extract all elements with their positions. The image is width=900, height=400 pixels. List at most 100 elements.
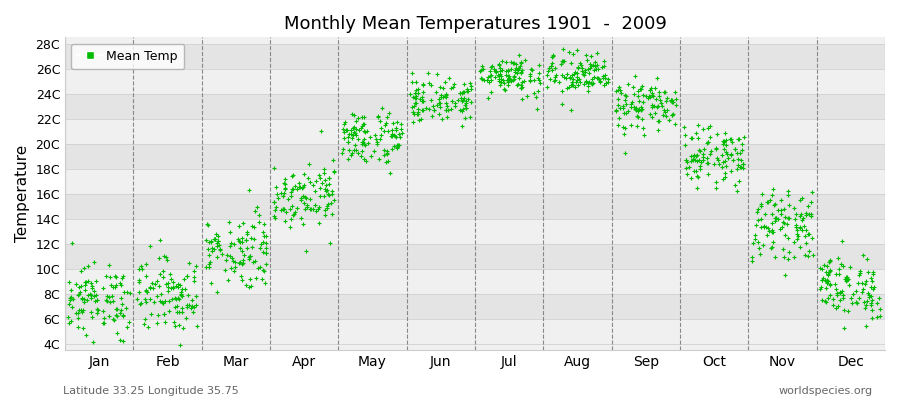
Point <box>850 300 864 306</box>
Point <box>442 75 456 82</box>
Point <box>258 245 273 252</box>
Point <box>69 281 84 287</box>
Point <box>356 128 371 135</box>
Point <box>235 260 249 267</box>
Point <box>114 275 129 282</box>
Point <box>529 94 544 100</box>
Point <box>589 66 603 72</box>
Point <box>302 161 316 167</box>
Point <box>120 288 134 295</box>
Point <box>284 188 298 195</box>
Point <box>628 73 643 80</box>
Point <box>355 138 369 145</box>
Point <box>502 74 517 81</box>
Point <box>687 153 701 160</box>
Point <box>581 79 596 86</box>
Point <box>188 292 202 299</box>
Point <box>199 237 213 243</box>
Point <box>829 270 843 277</box>
Point <box>190 322 204 329</box>
Point <box>866 286 880 292</box>
Point <box>310 178 324 184</box>
Point <box>310 206 325 212</box>
Point <box>618 92 633 98</box>
Point <box>788 216 802 222</box>
Point <box>359 158 374 164</box>
Point <box>544 63 558 69</box>
Point <box>814 284 829 290</box>
Point <box>112 309 127 316</box>
Point <box>212 237 226 244</box>
Point <box>766 185 780 192</box>
Point <box>385 126 400 133</box>
Point <box>493 82 508 88</box>
Point <box>381 158 395 164</box>
Point <box>596 73 610 80</box>
Point <box>781 256 796 262</box>
Point <box>438 94 453 100</box>
Point <box>710 155 724 162</box>
Point <box>556 58 571 64</box>
Point <box>751 206 765 212</box>
Point <box>296 193 310 200</box>
Point <box>823 256 837 263</box>
Point <box>68 310 83 316</box>
Point <box>293 184 308 190</box>
Point <box>395 129 410 136</box>
Point <box>346 132 360 138</box>
Point <box>756 242 770 248</box>
Point <box>276 206 291 212</box>
Point <box>153 237 167 243</box>
Point <box>106 284 121 291</box>
Point <box>711 157 725 163</box>
Point <box>256 221 271 227</box>
Point <box>110 306 124 312</box>
Point <box>309 208 323 214</box>
Point <box>416 97 430 104</box>
Point <box>459 105 473 111</box>
Point <box>140 324 155 330</box>
Point <box>138 315 152 322</box>
Point <box>731 156 745 162</box>
Point <box>337 135 351 142</box>
Point <box>865 306 879 313</box>
Point <box>308 188 322 194</box>
Point <box>354 153 368 159</box>
Point <box>636 132 651 138</box>
Point <box>357 136 372 142</box>
Point <box>85 282 99 289</box>
Point <box>223 229 238 236</box>
Point <box>697 151 711 158</box>
Point <box>805 189 819 196</box>
Point <box>161 298 176 304</box>
Point <box>818 278 832 284</box>
Point <box>372 156 386 162</box>
Point <box>814 265 828 272</box>
Point <box>545 52 560 59</box>
Point <box>840 277 854 284</box>
Point <box>829 286 843 293</box>
Point <box>423 97 437 103</box>
Point <box>210 243 224 250</box>
Point <box>327 169 341 176</box>
Point <box>734 157 748 164</box>
Point <box>679 157 693 163</box>
Point <box>512 63 526 69</box>
Point <box>768 201 782 208</box>
Point <box>788 224 803 230</box>
Point <box>813 286 827 292</box>
Point <box>140 261 154 267</box>
Point <box>212 245 227 252</box>
Point <box>863 302 878 308</box>
Point <box>688 152 703 159</box>
Point <box>757 222 771 229</box>
Point <box>543 76 557 82</box>
Point <box>716 138 731 144</box>
Point <box>715 164 729 170</box>
Point <box>860 290 875 296</box>
Point <box>323 240 338 246</box>
Point <box>787 254 801 260</box>
Point <box>74 268 88 274</box>
Point <box>652 118 666 124</box>
Point <box>325 211 339 218</box>
